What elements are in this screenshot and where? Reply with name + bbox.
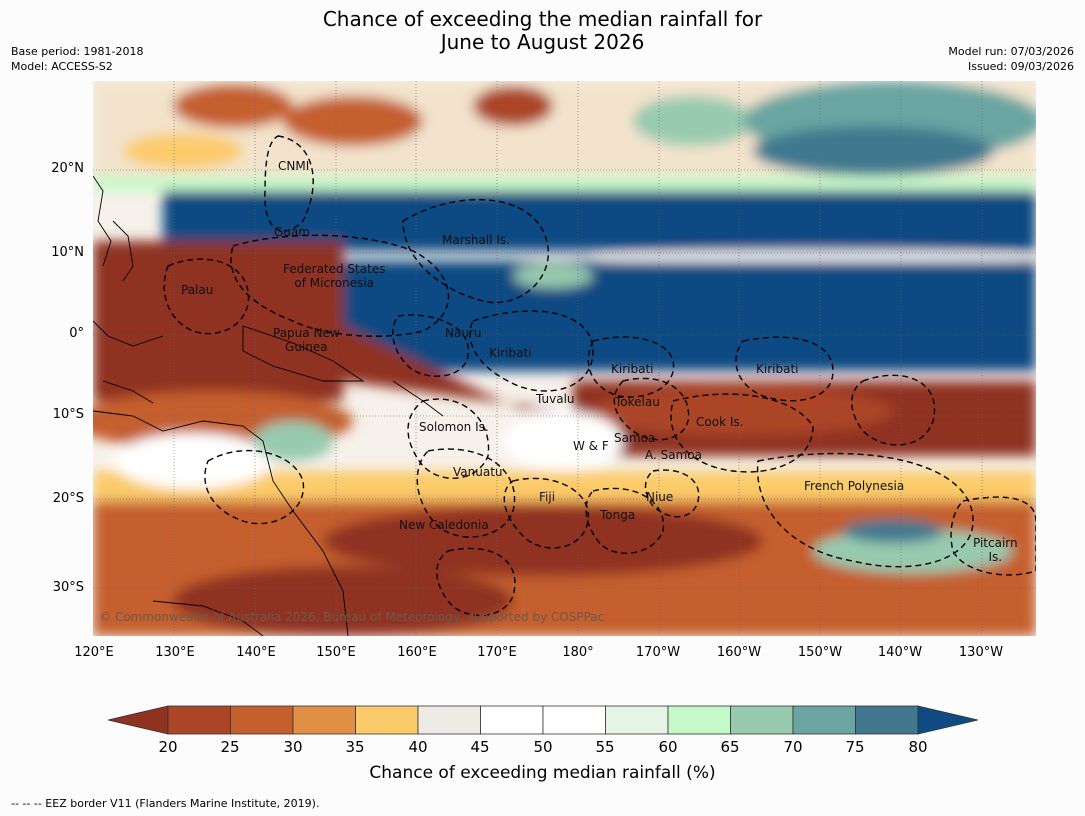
lon-label-130e: 130°E — [155, 645, 195, 660]
lon-label-170e: 170°E — [477, 645, 517, 660]
lon-label-160w: 160°W — [716, 645, 762, 660]
lon-label-180: 180° — [562, 645, 594, 660]
colorbar-segment — [167, 705, 231, 735]
colorbar-segment — [230, 705, 294, 735]
place-marshall-is: Marshall Is. — [442, 233, 510, 247]
rainfall-map: © Commonwealth of Australia 2026, Bureau… — [93, 81, 1036, 636]
meta-right: Model run: 07/03/2026 Issued: 09/03/2026 — [948, 44, 1074, 74]
colorbar-segment — [355, 705, 419, 735]
colorbar — [108, 705, 978, 735]
lat-label-30s: 30°S — [52, 580, 84, 595]
lon-label-160e: 160°E — [397, 645, 437, 660]
place-french-polynesia: French Polynesia — [804, 479, 905, 493]
colorbar-segment — [730, 705, 794, 735]
cb-tick: 80 — [908, 738, 928, 756]
colorbar-min-arrow — [108, 705, 169, 735]
lat-label-20s: 20°S — [52, 491, 84, 506]
cb-tick: 75 — [845, 738, 865, 756]
place-micronesia: Federated States of Micronesia — [283, 262, 386, 290]
place-nauru: Nauru — [445, 326, 482, 340]
lon-label-140e: 140°E — [236, 645, 276, 660]
cb-tick: 65 — [720, 738, 740, 756]
place-american-samoa: A. Samoa — [645, 448, 702, 462]
place-niue: Niue — [646, 490, 674, 504]
place-fiji: Fiji — [539, 490, 556, 504]
map-canvas — [93, 81, 1036, 636]
coastlines — [93, 175, 444, 636]
cb-tick: 55 — [595, 738, 615, 756]
colorbar-segment — [605, 705, 669, 735]
cb-tick: 30 — [283, 738, 303, 756]
issued-date: Issued: 09/03/2026 — [967, 60, 1074, 73]
colorbar-label: Chance of exceeding median rainfall (%) — [369, 763, 716, 783]
model-run: Model run: 07/03/2026 — [948, 45, 1074, 58]
place-palau: Palau — [181, 283, 214, 297]
colorbar-segment — [542, 705, 606, 735]
place-vanuatu: Vanuatu — [453, 465, 503, 479]
colorbar-max-arrow — [917, 705, 978, 735]
place-cook-is: Cook Is. — [696, 415, 744, 429]
lat-label-20n: 20°N — [51, 161, 84, 176]
lon-label-150w: 150°W — [797, 645, 843, 660]
colorbar-segment — [292, 705, 356, 735]
footnote: -- -- -- EEZ border V11 (Flanders Marine… — [11, 797, 320, 810]
eez-borders — [163, 135, 1036, 617]
graticule — [93, 81, 1036, 636]
place-solomon-is: Solomon Is. — [419, 420, 489, 434]
place-kiribati-east: Kiribati — [756, 362, 799, 376]
place-kiribati-west: Kiribati — [489, 346, 532, 360]
lon-label-150e: 150°E — [316, 645, 356, 660]
model-name: Model: ACCESS-S2 — [11, 60, 113, 73]
map-title: Chance of exceeding the median rainfall … — [322, 7, 763, 54]
place-new-caledonia: New Caledonia — [399, 518, 489, 532]
place-png: Papua New Guinea — [273, 326, 340, 354]
place-pitcairn-is: Pitcairn Is. — [973, 536, 1018, 564]
place-tonga: Tonga — [600, 508, 636, 522]
cb-tick: 35 — [345, 738, 365, 756]
cb-tick: 70 — [783, 738, 803, 756]
lon-label-120e: 120°E — [74, 645, 114, 660]
lon-label-130w: 130°W — [958, 645, 1004, 660]
colorbar-segment — [792, 705, 856, 735]
place-samoa: Samoa — [614, 431, 656, 445]
place-cnmi: CNMI — [278, 159, 310, 173]
lon-label-140w: 140°W — [877, 645, 923, 660]
cb-tick: 40 — [408, 738, 428, 756]
cb-tick: 60 — [658, 738, 678, 756]
cb-tick: 45 — [470, 738, 490, 756]
place-kiribati-central: Kiribati — [611, 362, 654, 376]
cb-tick: 50 — [533, 738, 553, 756]
place-tuvalu: Tuvalu — [536, 392, 575, 406]
rainfall-field — [93, 81, 1036, 636]
lat-label-10s: 10°S — [52, 407, 84, 422]
lat-label-0: 0° — [69, 326, 84, 341]
cb-tick: 25 — [220, 738, 240, 756]
cb-tick: 20 — [158, 738, 178, 756]
lon-label-170w: 170°W — [635, 645, 681, 660]
colorbar-segment — [480, 705, 544, 735]
meta-left: Base period: 1981-2018 Model: ACCESS-S2 — [11, 44, 143, 74]
colorbar-segment — [417, 705, 481, 735]
copyright-text: © Commonwealth of Australia 2026, Bureau… — [99, 610, 605, 624]
lat-label-10n: 10°N — [51, 245, 84, 260]
place-wallis-futuna: W & F — [573, 439, 609, 453]
colorbar-segment — [667, 705, 731, 735]
place-guam: Guam — [274, 225, 310, 239]
colorbar-segment — [855, 705, 919, 735]
place-tokelau: Tokelau — [615, 395, 660, 409]
base-period: Base period: 1981-2018 — [11, 45, 144, 58]
